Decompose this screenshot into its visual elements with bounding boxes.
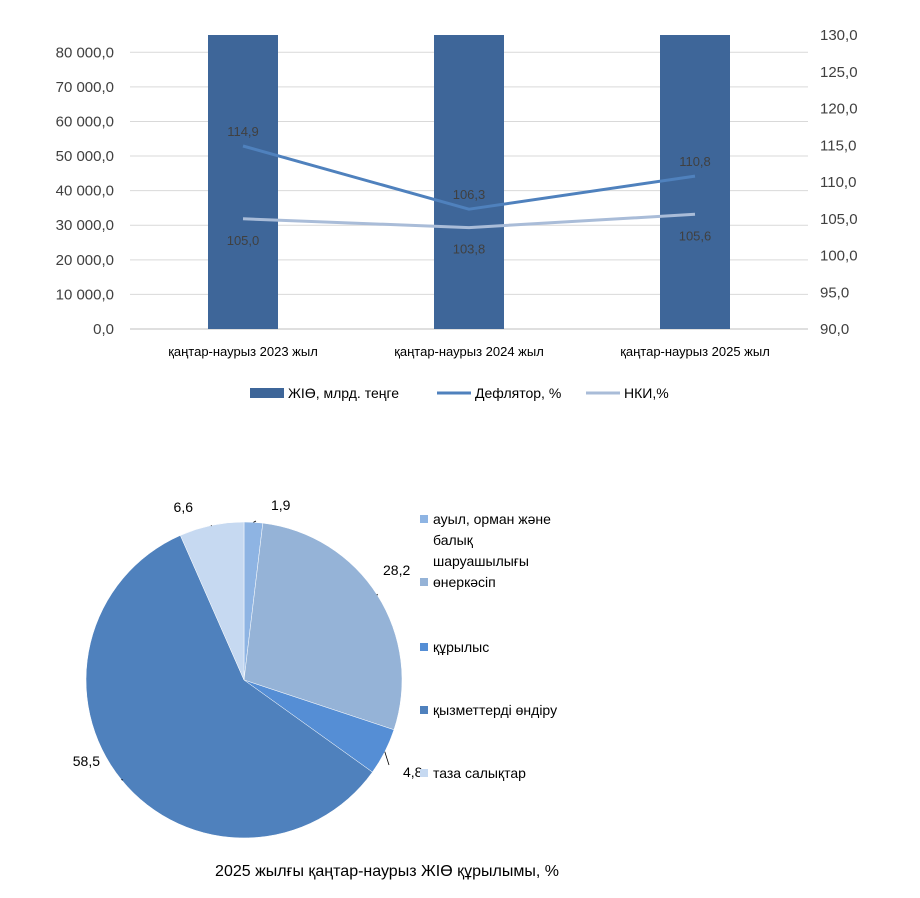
left-axis-tick-label: 0,0 (93, 321, 114, 338)
cpi-line (242, 212, 696, 230)
pie-data-label: 1,9 (271, 497, 291, 513)
pie-legend-label: қызметтерді өндіру (433, 702, 557, 718)
deflator-line (242, 144, 696, 211)
pie-legend-label: ауыл, орман және (433, 511, 551, 527)
pie-slice (243, 522, 403, 731)
category-label: қаңтар-наурыз 2024 жыл (394, 344, 544, 359)
pie-data-label: 6,6 (174, 499, 194, 515)
pie-legend-label: құрылыс (433, 639, 489, 655)
legend-item-deflator-label: Дефлятор, % (475, 385, 561, 401)
left-axis-tick-label: 10 000,0 (56, 286, 114, 303)
pie-legend-swatch (420, 769, 428, 777)
left-axis-tick-label: 30 000,0 (56, 217, 114, 234)
deflator-data-label: 106,3 (453, 187, 486, 202)
pie-data-label: 58,5 (73, 753, 100, 769)
pie-legend-swatch (420, 706, 428, 714)
right-axis-tick-label: 95,0 (820, 284, 849, 301)
right-axis-tick-label: 90,0 (820, 321, 849, 338)
gdp-bar (660, 35, 730, 329)
right-axis-tick-label: 125,0 (820, 64, 858, 81)
pie-legend-label: балық (433, 532, 474, 548)
pie-legend-label: өнеркәсіп (433, 574, 496, 590)
cpi-data-label: 105,6 (679, 228, 712, 243)
left-axis-tick-label: 80 000,0 (56, 44, 114, 61)
pie-legend-swatch (420, 643, 428, 651)
pie-legend-label: таза салықтар (433, 765, 526, 781)
gdp-structure-pie-chart: 1,9 28,2 4,8 58,5 6,6 ауыл, орман және балық ша… (73, 497, 559, 880)
cpi-data-label: 103,8 (453, 242, 486, 257)
right-axis-tick-label: 120,0 (820, 101, 858, 118)
right-axis-tick-label: 110,0 (820, 174, 856, 191)
pie-legend-swatch (420, 578, 428, 586)
pie-legend-label: шаруашылығы (433, 553, 529, 569)
pie-leader-line (384, 751, 390, 766)
gdp-bar (208, 35, 278, 329)
legend-item-cpi-label: НКИ,% (624, 385, 669, 401)
pie-chart-title: 2025 жылғы қаңтар-наурыз ЖІӨ құрылымы, % (215, 863, 559, 880)
gdp-bar (434, 35, 504, 329)
left-axis-tick-label: 50 000,0 (56, 148, 114, 165)
pie-leader-line (253, 520, 257, 523)
right-axis-tick-label: 100,0 (820, 248, 858, 265)
pie-leader-line (210, 525, 212, 527)
pie-legend-swatch (420, 515, 428, 523)
deflator-data-label: 110,8 (679, 154, 711, 169)
pie-data-label: 4,8 (403, 764, 423, 780)
left-axis-tick-label: 60 000,0 (56, 113, 114, 130)
cpi-data-label: 105,0 (227, 233, 260, 248)
right-axis-tick-label: 130,0 (820, 27, 858, 44)
category-label: қаңтар-наурыз 2023 жыл (168, 344, 318, 359)
left-axis-tick-label: 40 000,0 (56, 183, 114, 200)
legend-item-gdp-label: ЖІӨ, млрд. теңге (288, 385, 399, 401)
right-axis-tick-label: 105,0 (820, 211, 858, 228)
right-axis-tick-label: 115,0 (820, 137, 856, 154)
gdp-combo-chart: 0,0 10 000,0 20 000,0 30 000,0 40 000,0 50 00… (56, 27, 858, 401)
left-axis-tick-label: 70 000,0 (56, 79, 114, 96)
deflator-data-label: 114,9 (227, 124, 259, 139)
pie-data-label: 28,2 (383, 562, 410, 578)
category-label: қаңтар-наурыз 2025 жыл (620, 344, 770, 359)
left-axis-tick-label: 20 000,0 (56, 252, 114, 269)
legend-item-gdp-swatch (250, 388, 284, 398)
